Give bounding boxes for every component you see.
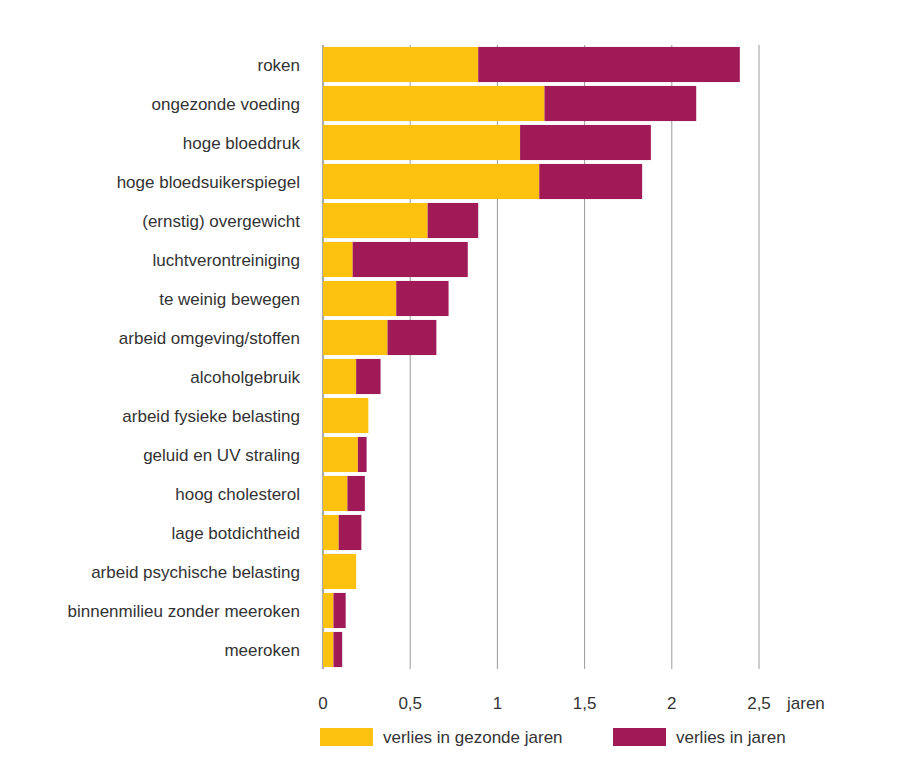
bar-segment [323, 515, 339, 550]
category-label: binnenmilieu zonder meeroken [68, 602, 300, 621]
tick-label: 1 [493, 694, 502, 713]
category-label: hoge bloeddruk [183, 134, 301, 153]
bar-segment [358, 437, 367, 472]
bar-segment [323, 476, 347, 511]
bar-segment [544, 86, 696, 121]
category-label: meeroken [224, 641, 300, 660]
legend-label: verlies in jaren [676, 728, 786, 747]
legend: verlies in gezonde jaren verlies in jaren [320, 728, 786, 747]
category-label: hoge bloedsuikerspiegel [117, 173, 300, 192]
category-labels: roken ongezonde voeding hoge bloeddruk hoge… [68, 56, 301, 660]
bars [323, 47, 740, 667]
bar-segment [323, 320, 388, 355]
bar-segment [323, 398, 368, 433]
bar-segment [368, 398, 369, 433]
bar-segment [323, 554, 356, 589]
legend-swatch [613, 728, 666, 746]
bar-segment [323, 242, 353, 277]
bar-segment [428, 203, 479, 238]
bar-segment [388, 320, 437, 355]
bar-segment [323, 86, 544, 121]
bar-segment [323, 632, 333, 667]
tick-label: 0 [318, 694, 327, 713]
bar-segment [353, 242, 468, 277]
bar-segment [339, 515, 362, 550]
bar-segment [333, 593, 345, 628]
bar-segment [356, 359, 380, 394]
bar-segment [323, 281, 396, 316]
bar-segment [323, 125, 520, 160]
category-label: lage botdichtheid [171, 524, 300, 543]
bar-segment [333, 632, 342, 667]
chart-svg: 0 0,5 1 1,5 2 2,5 jaren roken ongezonde voeding h… [0, 0, 905, 771]
tick-label: 0,5 [398, 694, 422, 713]
category-label: arbeid psychische belasting [91, 563, 300, 582]
tick-label: 2,5 [747, 694, 771, 713]
category-label: luchtverontreiniging [153, 251, 300, 270]
bar-segment [347, 476, 364, 511]
bar-segment [520, 125, 651, 160]
category-label: alcoholgebruik [190, 368, 300, 387]
axis-label: jaren [786, 694, 825, 713]
bar-segment [323, 593, 333, 628]
bar-segment [323, 437, 358, 472]
bar-segment [323, 203, 428, 238]
chart-container: 0 0,5 1 1,5 2 2,5 jaren roken ongezonde voeding h… [0, 0, 905, 771]
bar-segment [396, 281, 448, 316]
category-label: arbeid fysieke belasting [122, 407, 300, 426]
grid-line [671, 45, 672, 669]
bar-segment [323, 164, 539, 199]
bar-segment [539, 164, 642, 199]
legend-label: verlies in gezonde jaren [383, 728, 563, 747]
grid-line [759, 45, 760, 669]
category-label: roken [257, 56, 300, 75]
legend-swatch [320, 728, 373, 746]
bar-segment [478, 47, 740, 82]
bar-segment [323, 47, 478, 82]
tick-label: 2 [667, 694, 676, 713]
category-label: (ernstig) overgewicht [142, 212, 300, 231]
category-label: te weinig bewegen [159, 290, 300, 309]
bar-segment [356, 554, 357, 589]
category-label: ongezonde voeding [152, 95, 300, 114]
x-tick-labels: 0 0,5 1 1,5 2 2,5 [318, 694, 771, 713]
grid [323, 45, 759, 669]
category-label: hoog cholesterol [175, 485, 300, 504]
tick-label: 1,5 [573, 694, 597, 713]
category-label: geluid en UV straling [143, 446, 300, 465]
bar-segment [323, 359, 356, 394]
category-label: arbeid omgeving/stoffen [119, 329, 300, 348]
